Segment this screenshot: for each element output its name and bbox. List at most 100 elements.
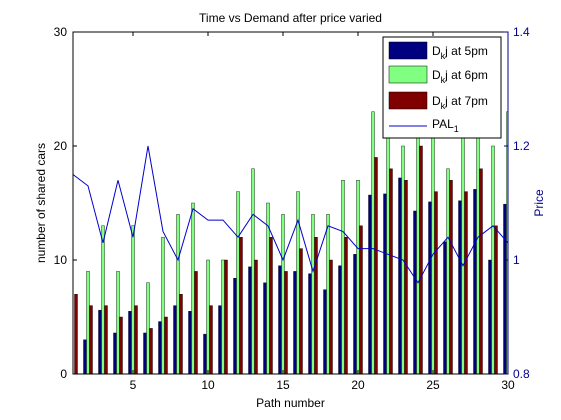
bar (209, 305, 213, 375)
bar (233, 278, 237, 375)
bar (113, 332, 117, 375)
bar (341, 179, 345, 375)
bar (389, 168, 393, 375)
x-tick-label: 10 (201, 378, 215, 392)
legend-label-7pm: Dkj at 7pm (432, 94, 488, 111)
bar (269, 236, 273, 375)
bar (371, 111, 375, 375)
bar (374, 157, 378, 375)
legend-swatch-5pm (388, 41, 428, 60)
bar (368, 194, 372, 375)
bar (308, 273, 312, 375)
bar (443, 241, 447, 375)
bar (404, 179, 408, 375)
bar (218, 305, 222, 375)
bar (188, 311, 192, 375)
x-tick-label: 30 (501, 378, 515, 392)
y-tick-label: 30 (54, 25, 68, 39)
bar (263, 282, 267, 375)
bar (398, 177, 402, 375)
legend: Dkj at 5pm Dkj at 6pm Dkj at 7pm PAL1 (382, 36, 502, 139)
bar (98, 309, 102, 375)
bar (488, 259, 492, 375)
y-right-tick-label: 1 (513, 253, 520, 267)
bar (89, 305, 93, 375)
y-axis-label: number of shared cars (34, 143, 48, 263)
bar (164, 316, 168, 375)
bar (473, 189, 477, 375)
bar (383, 193, 387, 375)
bar (161, 236, 165, 375)
bar (461, 134, 465, 375)
bar (344, 236, 348, 375)
bar (428, 201, 432, 375)
bar (434, 191, 438, 375)
bar (131, 225, 135, 375)
line-layer (72, 145, 509, 284)
x-tick-label: 20 (351, 378, 365, 392)
bar (203, 333, 207, 375)
bar (179, 294, 183, 375)
bar (104, 305, 108, 375)
bar (194, 271, 198, 375)
bar (413, 210, 417, 375)
y-tick-label: 10 (54, 253, 68, 267)
y-right-tick-label: 1.4 (513, 25, 530, 39)
bar (248, 266, 252, 375)
x-tick-label: 5 (130, 378, 137, 392)
y-right-tick-label: 1.2 (513, 139, 530, 153)
bar (326, 214, 330, 375)
bar (446, 168, 450, 375)
bar (119, 316, 123, 375)
bar (143, 332, 147, 375)
bar (338, 265, 342, 375)
bar (116, 271, 120, 375)
bar (158, 321, 162, 375)
bar (293, 271, 297, 375)
bar (86, 271, 90, 375)
series-line-pal1 (72, 145, 509, 284)
bar (479, 168, 483, 375)
bar (311, 214, 315, 375)
chart-title: Time vs Demand after price varied (199, 11, 382, 25)
bar (464, 191, 468, 375)
bar (299, 248, 303, 375)
bar (101, 225, 105, 375)
bar (254, 259, 258, 375)
x-axis-label: Path number (256, 396, 325, 410)
bar (359, 225, 363, 375)
bar (251, 168, 255, 375)
x-tick-label: 15 (276, 378, 290, 392)
bar (416, 122, 420, 375)
bar (176, 214, 180, 375)
bar (503, 203, 507, 375)
y-tick-label: 0 (60, 367, 67, 381)
bar (491, 145, 495, 375)
legend-label-5pm: Dkj at 5pm (432, 44, 488, 61)
bar (74, 294, 78, 375)
bar (206, 259, 210, 375)
bar (353, 254, 357, 375)
y-right-tick-label: 0.8 (513, 367, 530, 381)
bar (476, 122, 480, 375)
legend-swatch-7pm (388, 91, 428, 110)
bar (356, 179, 360, 375)
bar (284, 271, 288, 375)
bar (329, 259, 333, 375)
bar (281, 214, 285, 375)
bar (239, 236, 243, 375)
bar (224, 259, 228, 375)
bar (221, 259, 225, 375)
legend-swatch-6pm (388, 65, 428, 84)
legend-label-6pm: Dkj at 6pm (432, 68, 488, 85)
bar (386, 122, 390, 375)
bar (449, 179, 453, 375)
bar (173, 305, 177, 375)
bar (458, 200, 462, 375)
bar (128, 311, 132, 375)
bar (236, 191, 240, 375)
bar (146, 282, 150, 375)
bar (149, 328, 153, 375)
